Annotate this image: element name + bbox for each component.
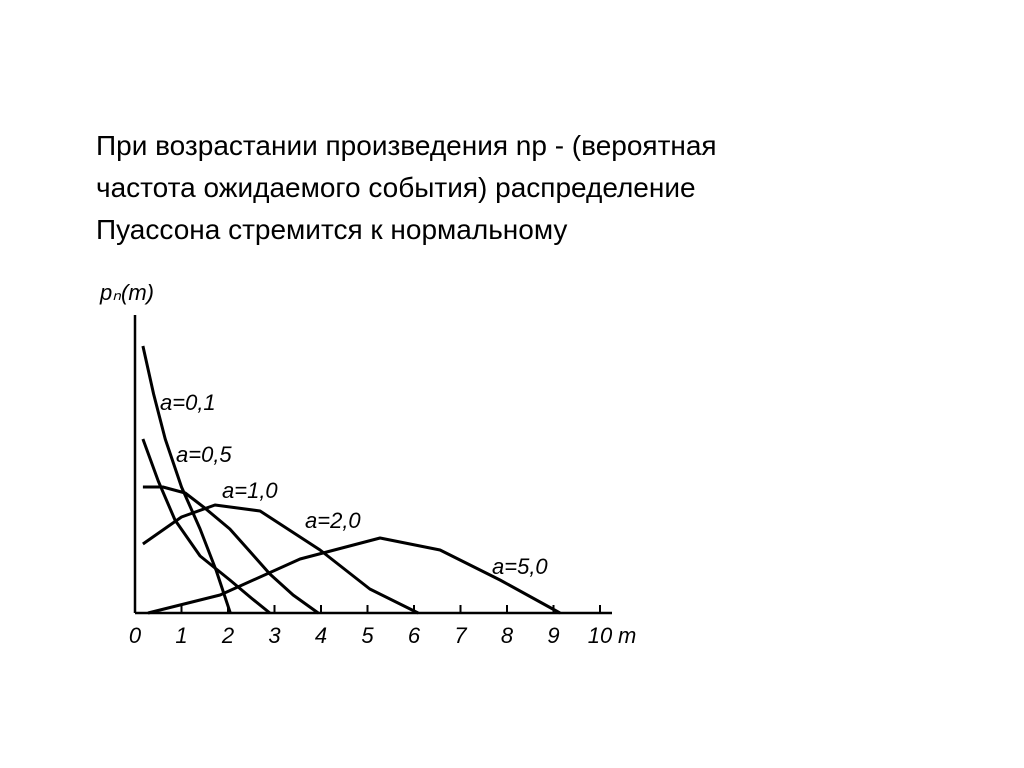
- x-axis-label: m: [618, 623, 636, 648]
- curve: [142, 503, 419, 615]
- x-tick-label: 9: [547, 623, 559, 648]
- x-tick-label: 7: [454, 623, 467, 648]
- x-tick-label: 5: [361, 623, 374, 648]
- slide-text: При возрастании произведения np - (вероя…: [96, 130, 717, 161]
- curve-label: a=5,0: [492, 554, 548, 579]
- x-tick-label: 6: [408, 623, 421, 648]
- curve-label: a=0,5: [176, 442, 232, 467]
- x-tick-label: 10: [588, 623, 613, 648]
- x-tick-label: 0: [129, 623, 142, 648]
- curve-label: a=1,0: [222, 478, 278, 503]
- curve: [147, 536, 561, 615]
- x-tick-label: 1: [175, 623, 187, 648]
- curve: [142, 485, 320, 615]
- slide-text: частота ожидаемого события) распределени…: [96, 172, 696, 203]
- x-tick-label: 2: [221, 623, 234, 648]
- slide-text: Пуассона стремится к нормальному: [96, 214, 567, 245]
- y-axis-label: pₙ(m): [99, 280, 154, 305]
- x-tick-label: 4: [315, 623, 327, 648]
- curve-label: a=2,0: [305, 508, 361, 533]
- x-tick-label: 8: [501, 623, 514, 648]
- curve-label: a=0,1: [160, 390, 216, 415]
- curve: [141, 438, 271, 615]
- x-tick-label: 3: [268, 623, 281, 648]
- curve: [141, 345, 232, 614]
